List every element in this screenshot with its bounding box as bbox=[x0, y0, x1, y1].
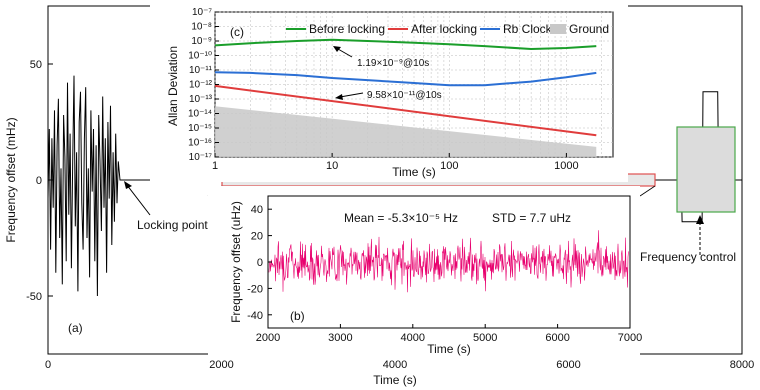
frequency-control-annotation: Frequency control bbox=[640, 250, 736, 264]
legend-label-after-locking: After locking bbox=[411, 22, 477, 36]
panel-a-ticks: 0 2000 4000 6000 8000 -50 0 50 bbox=[26, 59, 754, 371]
panel-b-ytick-label: -40 bbox=[247, 310, 263, 322]
legend-label-ground: Ground bbox=[569, 22, 609, 36]
panel-a-series bbox=[47, 75, 742, 297]
panel-c-ytick-label: 10⁻⁷ bbox=[192, 7, 212, 18]
panel-c-xtick-label: 10 bbox=[326, 160, 338, 172]
series-after-locking bbox=[214, 84, 597, 137]
panel-c-ytick-label: 10⁻¹⁶ bbox=[188, 138, 212, 149]
annotation-after-arrowhead bbox=[335, 94, 343, 100]
panel-b-xtick-label: 2000 bbox=[256, 332, 280, 344]
panel-c-label: (c) bbox=[230, 25, 244, 39]
annotation-before-arrow bbox=[337, 48, 353, 58]
panel-c-ytick-label: 10⁻¹⁷ bbox=[189, 152, 213, 163]
panel-b-xtick-label: 5000 bbox=[473, 332, 497, 344]
legend-swatch-ground bbox=[550, 24, 566, 34]
panel-b-series bbox=[268, 230, 629, 293]
panel-c-ytick-label: 10⁻¹⁰ bbox=[188, 51, 212, 62]
annotation-after-locking: 9.58×10⁻¹¹@10s bbox=[367, 90, 442, 101]
panel-a-xtick-label: 2000 bbox=[209, 359, 233, 371]
panel-c-ytick-label: 10⁻¹³ bbox=[189, 94, 213, 105]
annotation-before-locking: 1.19×10⁻⁹@10s bbox=[357, 58, 429, 69]
panel-c-ytick-label: 10⁻¹¹ bbox=[189, 65, 213, 76]
panel-b-xtick-label: 6000 bbox=[545, 332, 569, 344]
panel-c-xlabel: Time (s) bbox=[392, 165, 436, 179]
panel-a-xtick-label: 8000 bbox=[730, 359, 754, 371]
series-rb-clock bbox=[214, 71, 597, 87]
panel-c: 1 10 100 1000 10⁻¹⁷ 10⁻¹⁶ 10⁻¹⁵ 10⁻¹⁴ 10⁻¹³ 10⁻¹²… bbox=[150, 0, 628, 182]
panel-c-ytick-label: 10⁻⁸ bbox=[191, 22, 212, 33]
panel-b-std: STD = 7.7 uHz bbox=[492, 211, 571, 225]
panel-b-ticks: 2000 3000 4000 5000 6000 7000 -40 -20 0 20 40 bbox=[247, 204, 642, 344]
panel-a-xtick-label: 4000 bbox=[383, 359, 407, 371]
panel-b-ytick-label: 40 bbox=[251, 204, 263, 216]
panel-b-xlabel: Time (s) bbox=[427, 342, 471, 356]
panel-a-line bbox=[47, 75, 742, 297]
panel-b-label: (b) bbox=[290, 309, 305, 323]
panel-c-ticks: 1 10 100 1000 10⁻¹⁷ 10⁻¹⁶ 10⁻¹⁵ 10⁻¹⁴ 10⁻¹³ 10⁻¹²… bbox=[188, 7, 579, 172]
panel-c-ytick-label: 10⁻¹² bbox=[189, 80, 213, 91]
annotation-after-arrow bbox=[339, 92, 364, 98]
panel-c-legend: Before locking After locking Rb Clock Gr… bbox=[286, 22, 609, 36]
panel-b-xtick-label: 7000 bbox=[618, 332, 642, 344]
panel-a-ytick-label: 0 bbox=[36, 175, 42, 187]
frequency-control-box bbox=[676, 126, 736, 213]
panel-c-ylabel: Allan Deviation bbox=[166, 46, 180, 126]
panel-a-xlabel: Time (s) bbox=[373, 373, 417, 387]
panel-b-mean: Mean = -5.3×10⁻⁵ Hz bbox=[344, 211, 458, 225]
panel-c-xtick-label: 1000 bbox=[554, 160, 578, 172]
panel-a-ylabel: Frequency offset (mHz) bbox=[4, 117, 18, 242]
locking-point-annotation: Locking point bbox=[137, 218, 208, 232]
frequency-control-arrowhead bbox=[696, 215, 704, 224]
panel-a-ytick-label: 50 bbox=[30, 59, 42, 71]
panel-a-xtick-label: 0 bbox=[45, 359, 51, 371]
panel-b-ytick-label: 0 bbox=[257, 257, 263, 269]
panel-c-xtick-label: 100 bbox=[440, 160, 458, 172]
panel-a-label: (a) bbox=[68, 321, 83, 335]
panel-b-noise-line bbox=[268, 230, 629, 293]
locking-point-arrowhead bbox=[124, 181, 132, 189]
series-ground bbox=[215, 106, 597, 157]
panel-b-xtick-label: 3000 bbox=[328, 332, 352, 344]
panel-c-ytick-label: 10⁻¹⁵ bbox=[188, 123, 212, 134]
panel-a-ytick-label: -50 bbox=[26, 291, 42, 303]
panel-b-xtick-label: 4000 bbox=[401, 332, 425, 344]
panel-c-series bbox=[214, 38, 597, 157]
panel-c-xtick-label: 1 bbox=[212, 160, 218, 172]
panel-c-ytick-label: 10⁻⁹ bbox=[191, 36, 212, 47]
legend-label-before-locking: Before locking bbox=[309, 22, 385, 36]
legend-label-rb-clock: Rb Clock bbox=[503, 22, 553, 36]
panel-b-ytick-label: 20 bbox=[251, 231, 263, 243]
panel-c-ytick-label: 10⁻¹⁴ bbox=[188, 109, 212, 120]
annotation-before-arrowhead bbox=[333, 46, 341, 52]
zoom-connector-right bbox=[639, 185, 656, 197]
panel-b-ytick-label: -20 bbox=[247, 283, 263, 295]
series-before-locking bbox=[214, 38, 597, 51]
panel-b-ylabel: Frequency offset (uHz) bbox=[229, 201, 243, 323]
panel-a-xtick-label: 6000 bbox=[556, 359, 580, 371]
locking-point-arrow bbox=[126, 184, 151, 216]
